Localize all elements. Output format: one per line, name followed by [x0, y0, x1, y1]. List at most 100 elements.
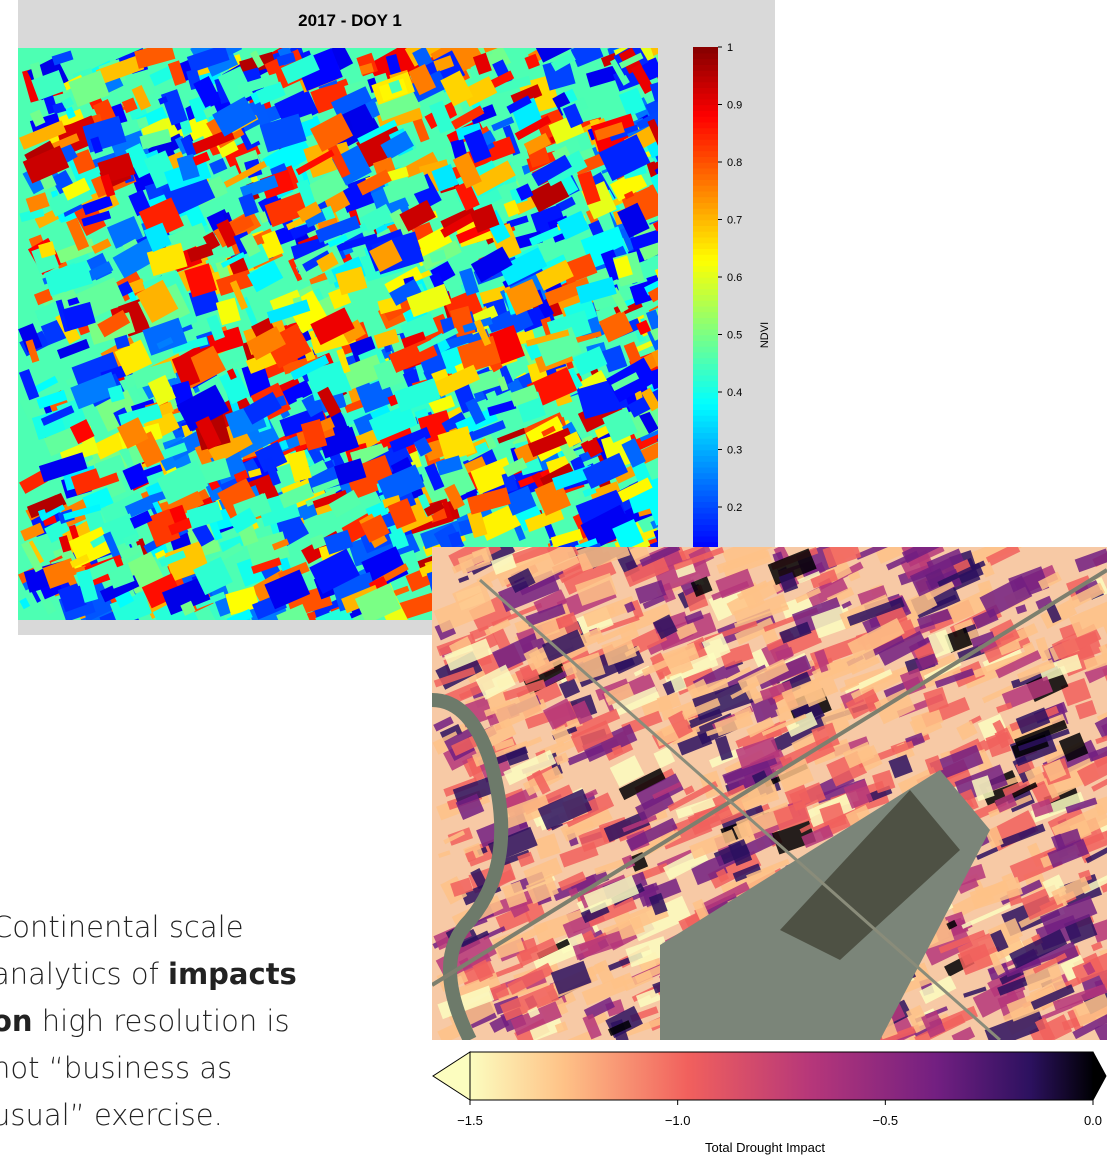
colorbar-step — [693, 162, 718, 169]
colorbar-step — [693, 277, 718, 284]
colorbar-step — [693, 283, 718, 290]
tick-label: 1 — [727, 42, 733, 54]
colorbar-step — [693, 151, 718, 158]
colorbar-step — [693, 530, 718, 537]
colorbar-label: NDVI — [759, 322, 771, 348]
colorbar-step — [693, 47, 718, 54]
colorbar-step — [693, 145, 718, 152]
colorbar-step — [693, 421, 718, 428]
colorbar-step — [693, 323, 718, 330]
text-segment: Continental scale — [0, 910, 244, 944]
colorbar-step — [693, 260, 718, 267]
tick-label: 0.7 — [727, 215, 742, 227]
colorbar-step — [693, 340, 718, 347]
colorbar-label: Total Drought Impact — [705, 1140, 825, 1155]
colorbar-step — [693, 461, 718, 468]
colorbar-step — [693, 59, 718, 66]
text-segment: impacts — [168, 957, 297, 991]
text-segment: on — [0, 1004, 33, 1038]
tick-label: 0.8 — [727, 157, 742, 169]
colorbar-step — [693, 519, 718, 526]
colorbar-step — [693, 133, 718, 140]
colorbar-step — [693, 289, 718, 296]
tick-label: 0.6 — [727, 272, 742, 284]
text-line: analytics of impacts — [0, 951, 297, 998]
colorbar-step — [693, 105, 718, 112]
colorbar-step — [693, 87, 718, 94]
tick-label: −1.5 — [457, 1113, 483, 1128]
colorbar-step — [693, 237, 718, 244]
colorbar-step — [693, 76, 718, 83]
colorbar-step — [693, 139, 718, 146]
text-segment: usual” exercise. — [0, 1098, 223, 1132]
colorbar-step — [693, 168, 718, 175]
colorbar-step — [693, 243, 718, 250]
colorbar-step — [693, 99, 718, 106]
panel-title: 2017 - DOY 1 — [298, 11, 402, 30]
colorbar-step — [693, 93, 718, 100]
colorbar-step — [693, 455, 718, 462]
tick-label: 0.5 — [727, 330, 742, 342]
colorbar-extend — [1093, 1052, 1106, 1100]
colorbar-step — [693, 231, 718, 238]
colorbar-step — [693, 220, 718, 227]
colorbar-step — [693, 478, 718, 485]
colorbar-step — [693, 536, 718, 543]
colorbar-step — [693, 248, 718, 255]
colorbar-step — [693, 110, 718, 117]
colorbar-step — [693, 64, 718, 71]
colorbar-step — [693, 191, 718, 198]
text-line: Continental scale — [0, 904, 297, 951]
colorbar-step — [693, 352, 718, 359]
tick-label: 0.4 — [727, 387, 742, 399]
colorbar-step — [693, 335, 718, 342]
colorbar-step — [693, 404, 718, 411]
colorbar — [470, 1052, 1093, 1100]
tick-label: −1.0 — [665, 1113, 691, 1128]
colorbar-step — [693, 122, 718, 129]
text-segment: high resolution is — [33, 1004, 290, 1038]
text-segment: not “business as — [0, 1051, 232, 1085]
colorbar-step — [693, 82, 718, 89]
colorbar-step — [693, 329, 718, 336]
colorbar-step — [693, 363, 718, 370]
colorbar-step — [693, 300, 718, 307]
colorbar-step — [693, 369, 718, 376]
colorbar-step — [693, 271, 718, 278]
page: 2017 - DOY 1 0.2 0.3 0.4 0.5 0.6 0.7 0.8 0.9 1 ND… — [0, 0, 1107, 1159]
colorbar-step — [693, 294, 718, 301]
colorbar-step — [693, 202, 718, 209]
colorbar-step — [693, 392, 718, 399]
tick-label: 0.2 — [727, 502, 742, 514]
colorbar-step — [693, 214, 718, 221]
text-segment: analytics of — [0, 957, 168, 991]
colorbar-step — [693, 306, 718, 313]
colorbar-step — [693, 386, 718, 393]
colorbar-step — [693, 185, 718, 192]
text-line: not “business as — [0, 1045, 297, 1092]
tick-label: 0.3 — [727, 445, 742, 457]
colorbar-step — [693, 208, 718, 215]
tick-label: 0.9 — [727, 100, 742, 112]
colorbar-step — [693, 179, 718, 186]
colorbar-step — [693, 501, 718, 508]
colorbar-step — [693, 524, 718, 531]
colorbar-step — [693, 467, 718, 474]
colorbar-step — [693, 398, 718, 405]
body-text: Continental scaleanalytics of impactson … — [0, 904, 297, 1139]
colorbar-step — [693, 70, 718, 77]
tick-label: −0.5 — [872, 1113, 898, 1128]
colorbar-step — [693, 317, 718, 324]
colorbar-step — [693, 438, 718, 445]
colorbar-step — [693, 254, 718, 261]
tick-label: 0.0 — [1084, 1113, 1102, 1128]
colorbar-step — [693, 496, 718, 503]
colorbar-step — [693, 409, 718, 416]
text-line: on high resolution is — [0, 998, 297, 1045]
colorbar-step — [693, 490, 718, 497]
colorbar-step — [693, 197, 718, 204]
colorbar-step — [693, 128, 718, 135]
colorbar-step — [693, 346, 718, 353]
colorbar-step — [693, 225, 718, 232]
colorbar-step — [693, 432, 718, 439]
